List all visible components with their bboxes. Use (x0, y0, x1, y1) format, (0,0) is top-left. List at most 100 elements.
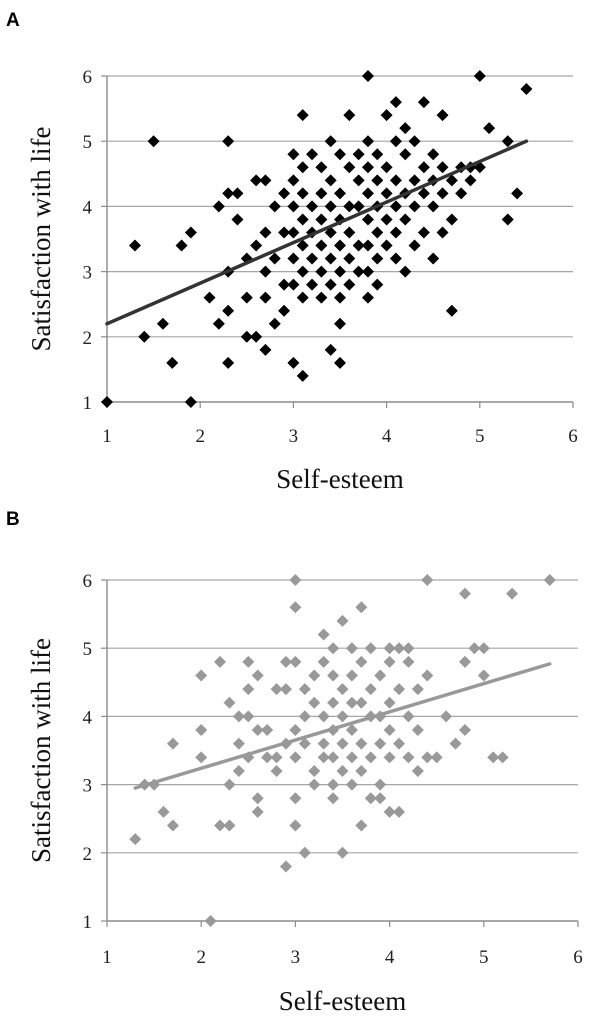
chart-b-data-point (355, 819, 368, 832)
chart-a-data-point (361, 70, 374, 82)
chart-a-data-point (389, 135, 402, 148)
chart-a-data-point (436, 161, 449, 174)
chart-b-data-point (345, 724, 358, 737)
chart-a-data-point (231, 187, 244, 200)
chart-a-data-point (231, 213, 244, 226)
chart-a-data-point (455, 187, 468, 200)
chart-a-data-point (296, 109, 309, 122)
chart-b-data-point (345, 696, 358, 709)
chart-a-data-point (501, 213, 514, 226)
chart-a-x-tick-label: 1 (102, 426, 112, 447)
scatter-chart-a: 1 2 3 4 5 6 1 2 3 4 5 6 Self-esteem Satisfaction with… (26, 67, 578, 494)
chart-b-data-point (232, 764, 245, 777)
chart-b-x-tick-label: 2 (196, 947, 206, 968)
chart-a-data-point (287, 356, 300, 369)
chart-b-trendline (133, 662, 552, 790)
chart-a-data-point (222, 356, 235, 369)
chart-b-data-point (251, 669, 264, 682)
chart-a-data-point (361, 265, 374, 278)
chart-b-x-tick-label: 5 (479, 947, 489, 968)
chart-b-x-tick-label: 6 (573, 947, 583, 968)
chart-b-data-point (383, 696, 396, 709)
chart-a-data-point (408, 174, 421, 187)
chart-b-data-point (242, 655, 255, 668)
chart-b-data-point (383, 751, 396, 764)
chart-b-data-point (298, 683, 311, 696)
chart-a-data-point (343, 200, 356, 213)
chart-a-data-point (315, 161, 328, 174)
chart-a-data-point (296, 239, 309, 252)
chart-a-data-point (361, 239, 374, 252)
chart-b-data-point (543, 574, 556, 586)
chart-a-data-point (166, 356, 179, 369)
chart-b-data-point (223, 696, 236, 709)
chart-a-data-point (389, 226, 402, 239)
chart-a-data-point (296, 291, 309, 304)
chart-b-data-point (289, 601, 302, 614)
chart-b-data-point (336, 710, 349, 723)
chart-a-data-point (278, 226, 291, 239)
chart-b-data-point (345, 642, 358, 655)
chart-b-data-point (204, 915, 217, 927)
chart-a-x-tick-label: 5 (475, 426, 485, 447)
chart-b-data-point (421, 751, 434, 764)
chart-a-data-point (389, 174, 402, 187)
chart-a-data-point (352, 200, 365, 213)
chart-b-data-point (477, 669, 490, 682)
chart-b-data-point (327, 696, 340, 709)
chart-a-data-point (287, 174, 300, 187)
chart-b-x-tick-label: 3 (291, 947, 301, 968)
chart-a-data-point (417, 226, 430, 239)
chart-b-data-point (251, 805, 264, 818)
chart-a-data-point (175, 239, 188, 252)
chart-b-data-point (411, 724, 424, 737)
chart-a-data-point (501, 135, 514, 148)
chart-a-data-point (399, 122, 412, 135)
chart-a-data-point (436, 109, 449, 122)
chart-a-data-point (436, 187, 449, 200)
chart-a-data-point (128, 239, 141, 252)
chart-a-data-point (278, 187, 291, 200)
chart-a-data-point (334, 356, 346, 369)
chart-b-data-point (355, 696, 368, 709)
chart-b-y-tick-label: 1 (83, 912, 93, 933)
chart-a-data-point (147, 135, 160, 148)
chart-a-data-point (389, 200, 402, 213)
chart-b-data-point (129, 833, 142, 846)
chart-b-x-axis-label: Self-esteem (279, 986, 406, 1016)
chart-a-data-point (520, 83, 533, 96)
chart-a-data-point (473, 70, 486, 82)
chart-b-data-point (270, 683, 283, 696)
chart-a-data-point (334, 148, 346, 161)
scatter-chart-b: 1 2 3 4 5 6 1 2 3 4 5 6 Self-esteem Satisfaction with… (26, 571, 583, 1016)
chart-a-data-point (287, 226, 300, 239)
chart-a-data-point (399, 213, 412, 226)
chart-b-data-point (393, 737, 406, 750)
chart-b-data-point (289, 655, 302, 668)
chart-a-data-point (278, 304, 291, 317)
chart-a-data-point (371, 226, 384, 239)
chart-a-data-point (278, 278, 291, 291)
chart-a-data-point (334, 291, 346, 304)
chart-b-data-point (327, 751, 340, 764)
chart-b-data-point (317, 737, 330, 750)
chart-b-data-point (374, 778, 387, 791)
chart-a-data-point (315, 213, 328, 226)
chart-a-y-tick-label: 6 (83, 67, 93, 88)
chart-a-data-point (417, 161, 430, 174)
chart-a-data-point (250, 239, 263, 252)
chart-b-y-tick-label: 6 (83, 571, 93, 592)
chart-a-data-point (184, 226, 197, 239)
chart-a-data-point (306, 252, 319, 265)
chart-b-data-point (355, 737, 368, 750)
chart-b-data-point (279, 683, 292, 696)
chart-a-data-point (352, 148, 365, 161)
chart-a-data-point (445, 304, 458, 317)
chart-a-data-point (240, 291, 253, 304)
chart-a-data-point (343, 109, 356, 122)
chart-b-data-point (402, 751, 415, 764)
chart-a-y-tick-label: 3 (83, 263, 93, 284)
chart-b-data-point (223, 819, 236, 832)
chart-b-data-point (355, 655, 368, 668)
chart-a-y-axis-label: Satisfaction with life (26, 127, 56, 352)
